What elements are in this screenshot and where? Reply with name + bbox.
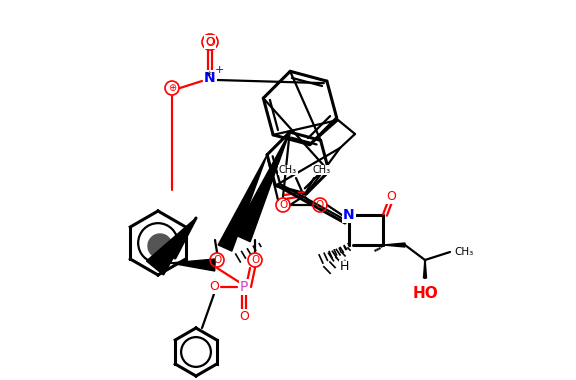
- Polygon shape: [170, 259, 215, 271]
- Text: HO: HO: [412, 285, 438, 301]
- Text: O: O: [209, 280, 219, 293]
- Text: O: O: [386, 190, 396, 204]
- Polygon shape: [146, 218, 196, 275]
- Text: ⊕: ⊕: [168, 83, 176, 93]
- Text: H: H: [339, 261, 348, 274]
- Text: *: *: [207, 71, 211, 81]
- Text: O: O: [239, 309, 249, 323]
- Polygon shape: [218, 155, 267, 251]
- Text: O: O: [251, 255, 259, 265]
- Text: O: O: [205, 35, 215, 49]
- Polygon shape: [423, 260, 426, 278]
- Text: CH₃: CH₃: [454, 247, 473, 257]
- Text: P: P: [240, 280, 248, 294]
- Text: N: N: [204, 71, 216, 85]
- Text: N: N: [343, 208, 355, 222]
- Text: O: O: [279, 200, 287, 210]
- Text: O: O: [316, 200, 324, 210]
- Text: O: O: [213, 255, 221, 265]
- Polygon shape: [383, 243, 405, 247]
- Polygon shape: [234, 132, 290, 242]
- Text: O: O: [206, 37, 214, 47]
- Text: +: +: [214, 65, 223, 75]
- Text: CH₃: CH₃: [279, 165, 297, 175]
- Polygon shape: [148, 234, 172, 258]
- Text: CH₃: CH₃: [313, 165, 331, 175]
